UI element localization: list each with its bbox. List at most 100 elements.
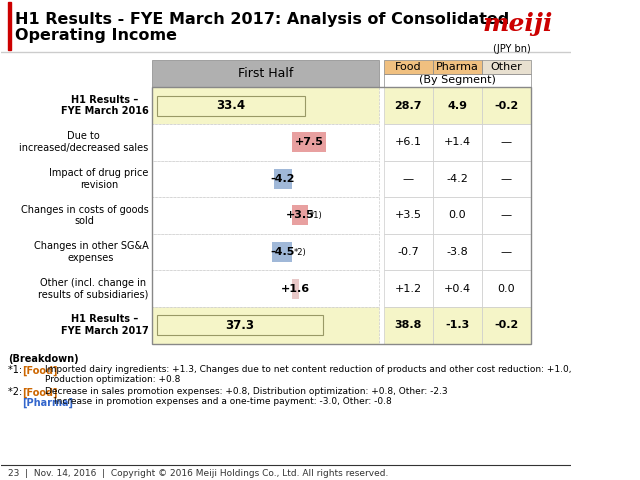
Bar (152, 87, 531, 344)
Bar (152, 197, 380, 234)
Text: [Pharma]: [Pharma] (22, 397, 73, 408)
Bar (292, 132, 326, 152)
Text: -4.2: -4.2 (271, 174, 295, 184)
Bar (8, 307, 150, 344)
Bar (8, 87, 150, 124)
Text: 33.4: 33.4 (216, 99, 246, 112)
Text: —: — (500, 174, 512, 184)
Bar (482, 87, 531, 124)
Text: [Food]: [Food] (22, 387, 58, 398)
Text: *2): *2) (294, 248, 307, 256)
Text: +6.1: +6.1 (395, 137, 422, 147)
Bar (482, 270, 531, 307)
Bar (433, 234, 482, 270)
Text: 0.0: 0.0 (449, 210, 466, 220)
Text: Impact of drug price
revision: Impact of drug price revision (49, 168, 148, 190)
Bar (482, 197, 531, 234)
Bar (152, 234, 380, 270)
Text: Pharma: Pharma (436, 62, 479, 72)
Text: Changes in other SG&A
expenses: Changes in other SG&A expenses (34, 241, 148, 263)
Text: Due to
increased/decreased sales: Due to increased/decreased sales (19, 132, 148, 153)
Text: (Breakdown): (Breakdown) (8, 353, 78, 363)
Text: —: — (500, 137, 512, 147)
Text: H1 Results - FYE March 2017: Analysis of Consolidated: H1 Results - FYE March 2017: Analysis of… (15, 12, 509, 27)
Text: meiji: meiji (483, 12, 553, 36)
Text: +3.5: +3.5 (286, 210, 314, 220)
Bar (292, 278, 300, 299)
Text: -0.7: -0.7 (397, 247, 419, 257)
Bar (433, 87, 482, 124)
Bar (157, 96, 305, 116)
Bar (152, 160, 380, 197)
Text: +1.2: +1.2 (395, 284, 422, 294)
Text: Production optimization: +0.8: Production optimization: +0.8 (45, 375, 180, 384)
Bar (152, 270, 380, 307)
Bar (383, 60, 433, 73)
Bar (152, 60, 380, 87)
Bar (8, 124, 150, 160)
Bar (383, 160, 433, 197)
Bar (272, 242, 292, 262)
Bar (482, 60, 531, 73)
Bar (482, 160, 531, 197)
Text: —: — (403, 174, 413, 184)
Bar (433, 60, 482, 73)
Bar (482, 124, 531, 160)
Bar (152, 307, 380, 344)
Text: H1 Results –
FYE March 2016: H1 Results – FYE March 2016 (61, 95, 148, 116)
Bar (152, 124, 380, 160)
Text: —: — (500, 247, 512, 257)
Text: -4.5: -4.5 (270, 247, 294, 257)
Text: -3.8: -3.8 (446, 247, 468, 257)
Bar (8, 160, 150, 197)
Bar (383, 270, 433, 307)
Bar (383, 307, 433, 344)
Text: +1.6: +1.6 (282, 284, 310, 294)
Text: 38.8: 38.8 (394, 320, 422, 330)
Text: Imported dairy ingredients: +1.3, Changes due to net content reduction of produc: Imported dairy ingredients: +1.3, Change… (45, 365, 572, 374)
Text: H1 Results –
FYE March 2017: H1 Results – FYE March 2017 (61, 314, 148, 336)
Text: Increase in promotion expenses and a one-time payment: -3.0, Other: -0.8: Increase in promotion expenses and a one… (54, 397, 392, 407)
Bar (383, 124, 433, 160)
Text: +3.5: +3.5 (395, 210, 422, 220)
Text: 23  |  Nov. 14, 2016  |  Copyright © 2016 Meiji Holdings Co., Ltd. All rights re: 23 | Nov. 14, 2016 | Copyright © 2016 Me… (8, 469, 388, 478)
Bar (383, 234, 433, 270)
Text: -4.2: -4.2 (446, 174, 468, 184)
Text: -0.2: -0.2 (494, 101, 518, 110)
Bar (8, 234, 150, 270)
Bar (383, 73, 531, 87)
Text: —: — (500, 210, 512, 220)
Text: 37.3: 37.3 (225, 319, 254, 332)
Text: Other: Other (490, 62, 522, 72)
Text: Food: Food (395, 62, 422, 72)
Text: 28.7: 28.7 (394, 101, 422, 110)
Text: Decrease in sales promotion expenses: +0.8, Distribution optimization: +0.8, Oth: Decrease in sales promotion expenses: +0… (45, 387, 448, 396)
Bar (152, 87, 380, 124)
Text: 4.9: 4.9 (447, 101, 467, 110)
Text: [Food]: [Food] (22, 365, 58, 376)
Text: (By Segment): (By Segment) (419, 75, 495, 85)
Text: -1.3: -1.3 (445, 320, 469, 330)
Bar (383, 197, 433, 234)
Text: +0.4: +0.4 (444, 284, 471, 294)
Text: +1.4: +1.4 (444, 137, 471, 147)
Text: 0.0: 0.0 (497, 284, 515, 294)
Text: Operating Income: Operating Income (15, 28, 177, 43)
Bar (8, 87, 150, 344)
Text: *1:: *1: (8, 365, 25, 375)
Bar (383, 87, 433, 124)
Bar (433, 307, 482, 344)
Text: (JPY bn): (JPY bn) (493, 44, 531, 54)
Text: +7.5: +7.5 (294, 137, 323, 147)
Bar (433, 197, 482, 234)
Bar (8, 2, 12, 50)
Bar (433, 270, 482, 307)
Text: First Half: First Half (238, 67, 293, 80)
Bar (433, 124, 482, 160)
Bar (8, 197, 150, 234)
Bar (274, 169, 292, 189)
Text: Changes in costs of goods
sold: Changes in costs of goods sold (20, 204, 148, 226)
Bar (8, 270, 150, 307)
Text: *2:: *2: (8, 387, 25, 397)
Text: -0.2: -0.2 (494, 320, 518, 330)
